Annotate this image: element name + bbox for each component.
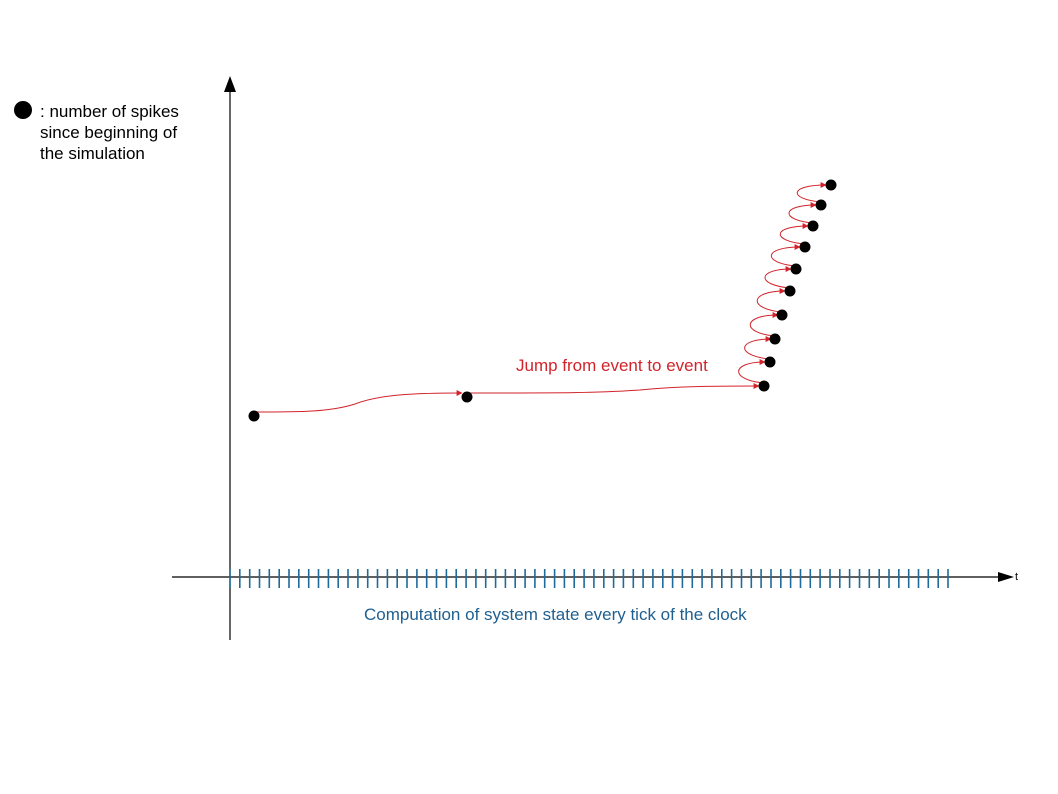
event-dot [784,285,796,297]
legend-text: : number of spikes since beginning of th… [40,101,220,164]
event-dot [769,333,781,345]
event-dot [764,356,776,368]
loop-arc-3 [749,312,779,337]
event-dot [461,391,473,403]
event-dot [807,220,819,232]
event-dot [815,199,827,211]
tick-caption: Computation of system state every tick o… [364,605,747,624]
loop-arc-2 [744,336,772,360]
legend-line: the simulation [40,144,145,163]
loop-arc-6 [770,244,801,267]
loop-arc-5 [764,266,792,289]
event-dot [799,241,811,253]
clock-ticks [229,569,949,588]
loop-arc-1 [738,359,766,384]
loop-arc-8 [788,202,817,224]
event-dot [825,179,837,191]
event-jump-path [253,182,827,413]
jump-caption: Jump from event to event [516,356,708,375]
jump-arc-1 [253,390,463,413]
loop-arc-7 [779,223,809,245]
loop-arc-9 [796,182,827,203]
event-dots [248,179,837,422]
y-axis-arrowhead [224,76,236,92]
legend-dot-icon [14,101,32,119]
event-dot [776,309,788,321]
jump-arc-2 [466,383,760,394]
x-axis-label: t [1015,571,1019,583]
axes [172,76,1014,640]
loop-arc-4 [756,288,786,313]
event-dot [248,410,260,422]
event-dot [790,263,802,275]
legend-line: : number of spikes [40,102,179,121]
x-axis-arrowhead [998,572,1014,582]
legend-line: since beginning of [40,123,178,142]
event-dot [758,380,770,392]
